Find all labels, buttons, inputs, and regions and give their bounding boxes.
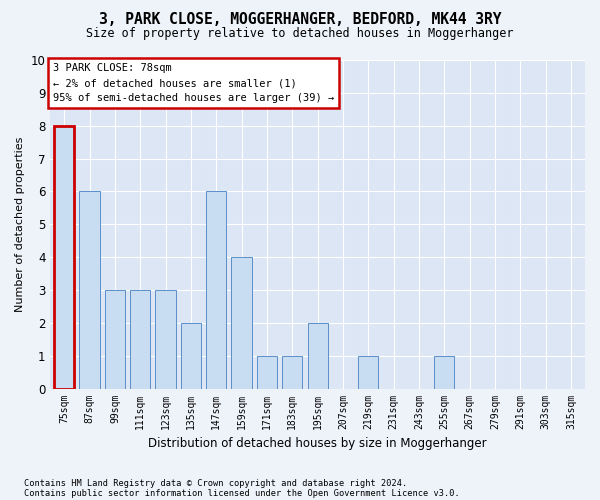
Bar: [130, 290, 151, 388]
Text: Contains HM Land Registry data © Crown copyright and database right 2024.: Contains HM Land Registry data © Crown c…: [24, 478, 407, 488]
Bar: [155, 290, 176, 388]
Bar: [232, 257, 252, 388]
Text: Contains public sector information licensed under the Open Government Licence v3: Contains public sector information licen…: [24, 488, 460, 498]
Text: 3, PARK CLOSE, MOGGERHANGER, BEDFORD, MK44 3RY: 3, PARK CLOSE, MOGGERHANGER, BEDFORD, MK…: [99, 12, 501, 28]
Bar: [54, 126, 74, 388]
Text: Size of property relative to detached houses in Moggerhanger: Size of property relative to detached ho…: [86, 28, 514, 40]
Bar: [105, 290, 125, 388]
Text: 3 PARK CLOSE: 78sqm
← 2% of detached houses are smaller (1)
95% of semi-detached: 3 PARK CLOSE: 78sqm ← 2% of detached hou…: [53, 64, 334, 103]
Bar: [308, 323, 328, 388]
Bar: [257, 356, 277, 388]
Bar: [79, 192, 100, 388]
Bar: [206, 192, 226, 388]
Bar: [282, 356, 302, 388]
X-axis label: Distribution of detached houses by size in Moggerhanger: Distribution of detached houses by size …: [148, 437, 487, 450]
Bar: [434, 356, 454, 388]
Bar: [181, 323, 201, 388]
Bar: [358, 356, 379, 388]
Y-axis label: Number of detached properties: Number of detached properties: [15, 136, 25, 312]
